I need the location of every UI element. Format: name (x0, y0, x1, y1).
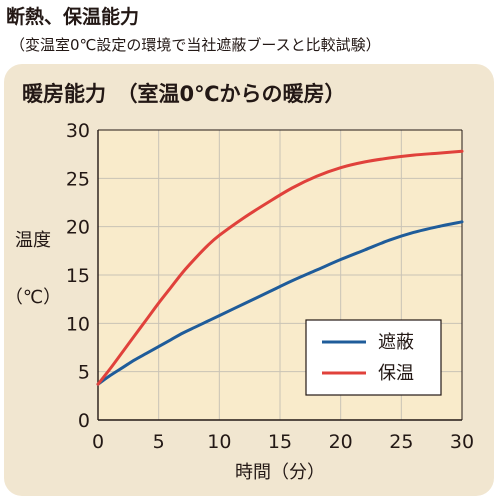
x-tick-label: 0 (92, 431, 104, 453)
y-tick-label: 5 (78, 362, 90, 384)
y-tick-label: 10 (66, 313, 90, 335)
tick-labels: 0 5 10 15 20 25 30 0 5 10 15 20 25 30 (66, 120, 474, 453)
x-axis-label: 時間（分） (235, 462, 325, 483)
y-tick-label: 20 (66, 217, 90, 239)
page-subtitle: （変温室0℃設定の環境で当社遮蔽ブースと比較試験） (10, 36, 381, 54)
x-tick-label: 30 (450, 431, 474, 453)
y-tick-label: 0 (78, 410, 90, 432)
series-line-2 (96, 149, 464, 386)
x-tick-label: 10 (207, 431, 231, 453)
y-tick-label: 25 (66, 168, 90, 190)
page-title: 断熱、保温能力 (6, 6, 140, 28)
series-line-1 (96, 220, 464, 386)
x-tick-label: 5 (153, 431, 165, 453)
x-tick-label: 20 (329, 431, 353, 453)
legend: 遮蔽 保温 (305, 319, 442, 396)
chart-title: 暖房能力 （室温0℃からの暖房） (22, 82, 346, 106)
y-tick-label: 30 (66, 120, 90, 142)
legend-label-series-1: 遮蔽 (378, 332, 414, 353)
gridlines (98, 130, 462, 420)
x-tick-label: 15 (268, 431, 292, 453)
y-axis-label-main: 温度 (15, 230, 51, 251)
y-axis-label-unit: （℃） (5, 287, 61, 308)
axes (97, 129, 463, 421)
y-tick-label: 15 (66, 265, 90, 287)
x-tick-label: 25 (389, 431, 413, 453)
series-lines (96, 149, 464, 386)
legend-label-series-2: 保温 (378, 363, 414, 384)
legend-box (305, 319, 442, 396)
